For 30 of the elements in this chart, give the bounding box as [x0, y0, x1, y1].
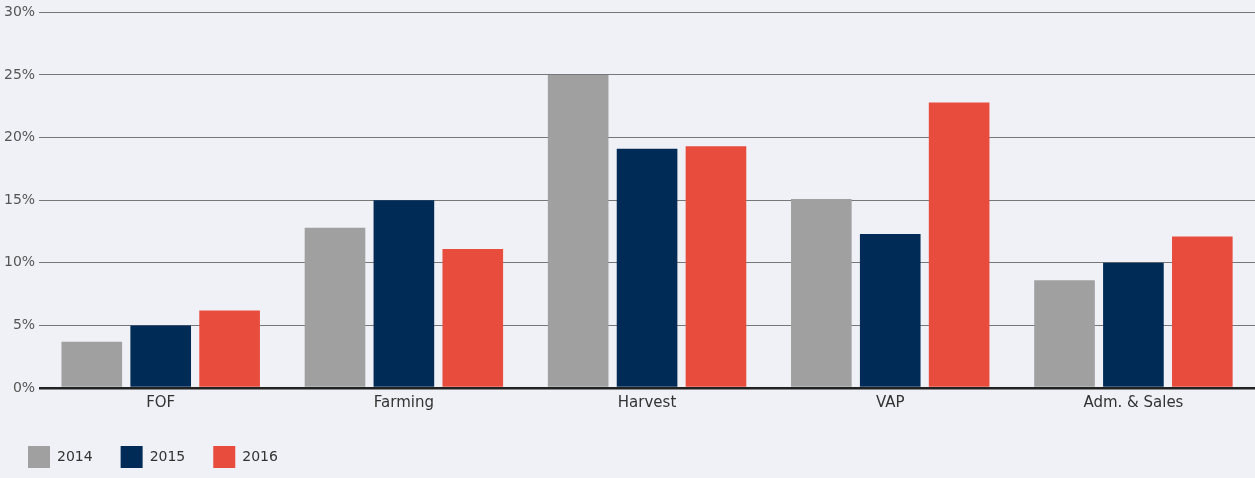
bar — [547, 75, 609, 387]
y-tick-label: 5% — [12, 316, 36, 333]
legend-label: 2015 — [149, 447, 186, 464]
bar — [928, 102, 990, 387]
x-tick-label: Harvest — [617, 392, 677, 411]
bar — [791, 198, 852, 387]
bar — [1103, 262, 1164, 387]
bar — [859, 234, 921, 387]
bar — [1172, 236, 1233, 387]
bar — [373, 200, 435, 387]
y-tick-label: 0% — [12, 378, 36, 395]
y-tick-label: 30% — [3, 3, 36, 20]
bar — [304, 227, 366, 387]
bar — [616, 148, 678, 387]
y-tick-label: 25% — [3, 65, 36, 82]
x-tick-label: VAP — [875, 392, 905, 411]
legend-label: 2016 — [242, 447, 278, 464]
y-tick-label: 10% — [3, 253, 36, 270]
x-tick-label: FOF — [146, 392, 176, 411]
bar — [442, 249, 504, 387]
y-tick-label: 20% — [3, 128, 36, 145]
x-tick-label: Farming — [373, 392, 434, 411]
y-tick-label: 15% — [3, 190, 36, 207]
bar — [199, 310, 260, 387]
bar — [1034, 280, 1095, 387]
bar — [685, 146, 747, 387]
x-tick-label: Adm. & Sales — [1083, 392, 1184, 411]
legend-label: 2014 — [57, 447, 93, 464]
bar — [130, 325, 192, 387]
bar — [61, 341, 123, 387]
